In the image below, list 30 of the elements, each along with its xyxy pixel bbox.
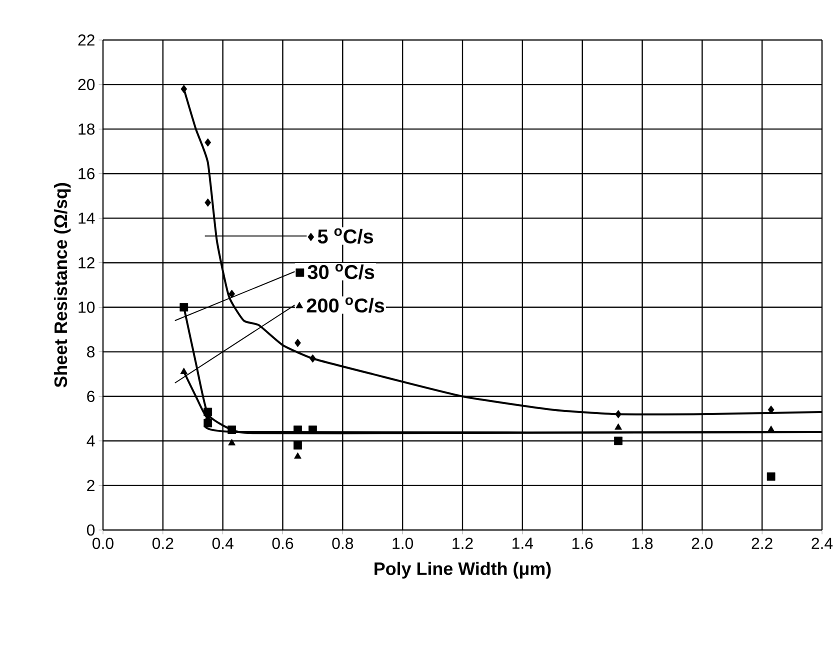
x-tick-label: 2.2 [752,538,772,549]
x-axis-title: Poly Line Width (μm) [374,562,551,579]
legend-label: 30 $^{o}$C/s [308,264,374,280]
y-tick-label: 4 [86,435,95,446]
y-axis-title: Sheet Resistance (Ω/sq) [54,183,71,388]
x-tick-label: 2.0 [692,538,713,550]
y-tick-label: 2 [87,480,94,492]
x-tick-label: 1.0 [392,538,414,550]
y-tick-label: 0 [86,524,95,536]
x-tick-label: 1.8 [632,538,653,550]
x-tick-label: 0.4 [212,538,234,550]
y-tick-label: 18 [78,123,95,135]
x-tick-label: 1.6 [572,538,593,550]
x-tick-label: 1.4 [512,538,534,549]
x-tick-label: 0.2 [152,538,174,550]
y-tick-label: 8 [87,346,95,358]
legend-label: 200 $^{o}$C/s [306,297,384,313]
x-tick-label: 0.8 [332,538,354,550]
x-tick-label: 0.0 [92,538,114,550]
y-tick-label: 20 [78,78,95,90]
y-tick-label: 6 [87,390,95,402]
y-tick-label: 10 [78,302,95,313]
x-tick-label: 2.4 [812,538,833,549]
y-tick-label: 22 [78,34,94,46]
y-tick-label: 16 [78,168,95,180]
x-tick-label: 1.2 [452,538,473,549]
x-tick-label: 0.6 [272,538,294,550]
legend-label: 5 $^{o}$C/s [318,228,374,244]
y-tick-label: 14 [78,212,95,224]
y-tick-label: 12 [78,257,94,268]
